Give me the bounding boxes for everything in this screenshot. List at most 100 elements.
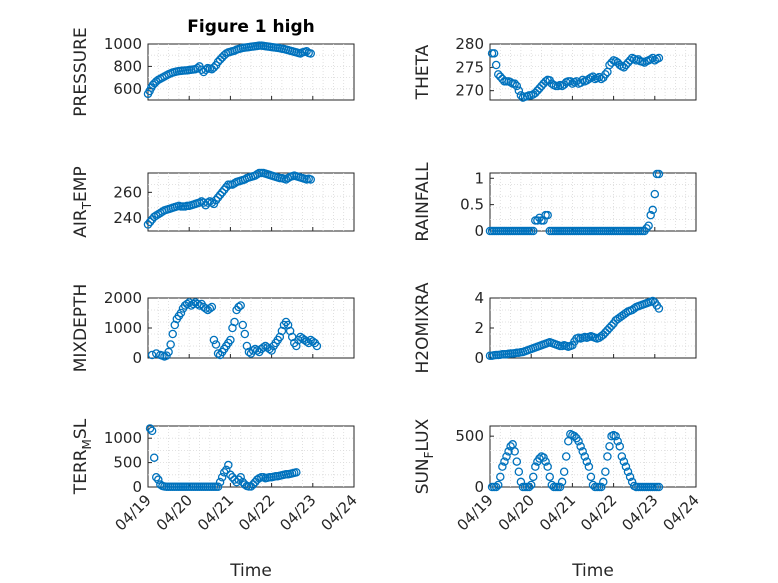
data-point [213, 482, 223, 492]
data-point [248, 346, 258, 355]
data-point [648, 205, 657, 215]
data-point [574, 436, 583, 446]
y-tick-label: 1 [474, 169, 484, 187]
data-point [207, 302, 217, 312]
data-point [516, 91, 526, 100]
data-point [611, 431, 620, 441]
data-point [557, 477, 567, 487]
data-point [491, 60, 501, 70]
data-point [650, 56, 660, 65]
data-point [514, 86, 524, 95]
data-point [234, 302, 243, 312]
data-point [621, 462, 631, 471]
data-point [615, 60, 625, 70]
data-point [506, 78, 515, 87]
data-point [215, 477, 225, 487]
data-point [312, 341, 322, 351]
data-point [217, 472, 227, 482]
data-point [240, 329, 250, 339]
data-point [654, 53, 664, 63]
data-point [306, 175, 315, 184]
data-point [541, 457, 550, 466]
data-point [582, 457, 592, 466]
data-point [533, 216, 542, 225]
data-point [543, 210, 552, 220]
y-axis-label: H2OMIXRA [413, 282, 433, 373]
series-markers [147, 298, 322, 361]
data-point [201, 304, 210, 313]
data-point [572, 77, 581, 86]
data-point [539, 453, 548, 462]
data-point [236, 472, 245, 482]
data-point [496, 472, 505, 482]
data-point [302, 337, 311, 346]
data-point [164, 347, 173, 357]
y-axis-label: MIXDEPTH [71, 284, 91, 373]
y-axis-label: TERRMSL [71, 418, 94, 495]
data-point [535, 84, 544, 93]
data-point [147, 350, 157, 360]
y-tick-label: 270 [455, 82, 484, 100]
data-point [623, 467, 633, 476]
data-point [205, 304, 215, 313]
plot-area [489, 172, 697, 232]
data-point [623, 58, 633, 67]
data-point [625, 472, 635, 482]
data-point [226, 335, 235, 345]
data-point [654, 304, 664, 313]
data-point [568, 79, 577, 88]
data-point [267, 346, 276, 355]
data-point [529, 226, 538, 236]
data-point [213, 349, 223, 358]
data-point [236, 301, 245, 310]
subplot-3: 240 260 AIRTEMP [71, 166, 355, 238]
data-point [601, 70, 610, 79]
y-tick-label: 0.5 [460, 196, 484, 214]
data-point [559, 467, 569, 476]
data-point [605, 60, 614, 70]
data-point [217, 188, 227, 197]
series-markers [487, 49, 664, 102]
data-point [502, 452, 511, 461]
data-point [566, 77, 575, 86]
data-point [211, 195, 221, 205]
y-tick-label: 280 [455, 35, 484, 53]
data-point [252, 170, 262, 179]
data-point [232, 477, 241, 487]
data-point [215, 190, 225, 200]
data-point [306, 49, 315, 58]
data-point [222, 465, 231, 475]
y-tick-label: 4 [474, 289, 484, 307]
data-point [654, 169, 664, 179]
data-point [539, 216, 548, 225]
data-point [514, 467, 524, 476]
series-markers [485, 296, 664, 360]
data-point [224, 460, 233, 470]
data-point [197, 65, 206, 75]
data-point [555, 482, 565, 492]
data-point [588, 72, 598, 81]
data-point [654, 482, 664, 492]
data-point [493, 480, 503, 490]
data-point [617, 452, 627, 461]
y-tick-label: 500 [455, 427, 484, 445]
data-point [584, 462, 594, 471]
data-point [516, 477, 526, 487]
data-point [189, 299, 198, 309]
data-point [646, 210, 655, 220]
data-point [570, 431, 579, 441]
data-point [166, 340, 175, 349]
data-point [510, 79, 519, 88]
data-point [500, 457, 509, 466]
y-tick-label: 0 [132, 478, 142, 496]
series-markers [487, 429, 664, 492]
data-point [545, 472, 554, 482]
series-markers [143, 41, 315, 99]
data-point [145, 217, 155, 227]
data-point [625, 56, 635, 65]
data-point [615, 442, 625, 451]
y-tick-label: 2000 [104, 289, 142, 307]
y-tick-label: 600 [113, 80, 142, 98]
data-point [259, 343, 268, 352]
